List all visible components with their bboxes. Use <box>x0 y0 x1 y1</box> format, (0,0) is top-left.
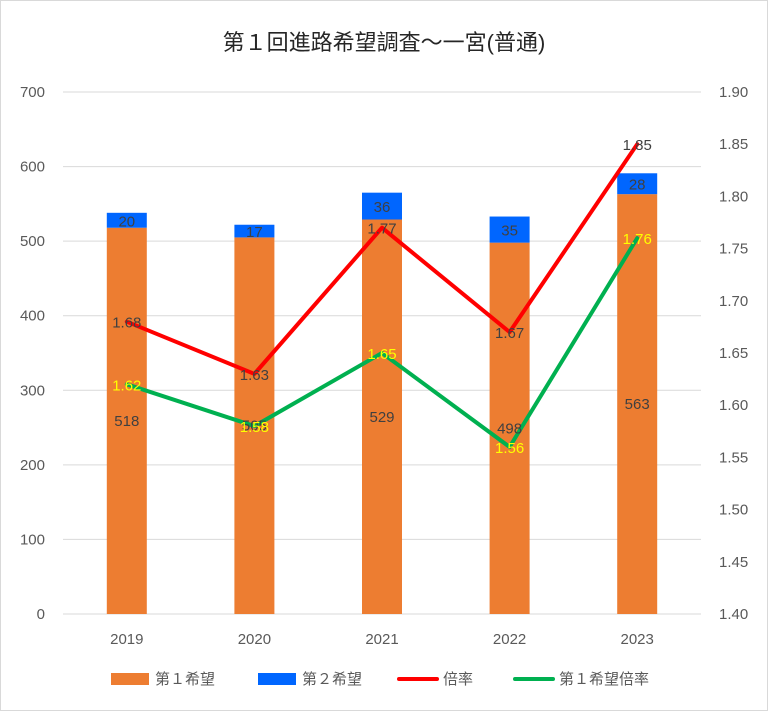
left-tick-label: 500 <box>20 233 45 250</box>
right-tick-label: 1.45 <box>719 554 748 571</box>
line-data-label: 1.58 <box>240 419 269 436</box>
x-tick-label: 2019 <box>110 631 143 648</box>
left-tick-label: 600 <box>20 159 45 176</box>
right-tick-label: 1.75 <box>719 241 748 258</box>
x-tick-label: 2022 <box>493 631 526 648</box>
x-tick-label: 2023 <box>621 631 654 648</box>
bar-data-labels: 518 20 505 17 529 36 498 35 563 28 <box>114 177 649 438</box>
right-tick-label: 1.85 <box>719 136 748 153</box>
chart-title: 第１回進路希望調査～一宮(普通) <box>223 30 546 55</box>
bar-data-label: 28 <box>629 177 646 194</box>
left-tick-label: 100 <box>20 531 45 548</box>
bar-first-choice <box>106 227 147 614</box>
bar-first-choice <box>362 219 402 614</box>
legend-swatch <box>258 673 296 685</box>
legend-label: 第１希望 <box>155 670 215 688</box>
bar-series <box>106 173 658 615</box>
bar-data-label: 505 <box>242 418 267 435</box>
right-tick-label: 1.55 <box>719 449 748 466</box>
line-data-label: 1.85 <box>623 137 652 154</box>
line-data-label: 1.62 <box>112 377 141 394</box>
bar-first-choice <box>617 194 658 615</box>
legend-swatch <box>111 673 149 685</box>
legend: 第１希望 第２希望 倍率 第１希望倍率 <box>111 670 649 688</box>
line-series <box>124 142 640 449</box>
line-data-label: 1.67 <box>495 325 524 342</box>
x-tick-label: 2020 <box>238 631 271 648</box>
x-axis-ticks: 2019 2020 2021 2022 2023 <box>110 631 654 648</box>
line-data-label: 1.65 <box>367 346 396 363</box>
line-data-label: 1.76 <box>623 231 652 248</box>
left-tick-label: 200 <box>20 457 45 474</box>
left-tick-label: 400 <box>20 308 45 325</box>
line-data-labels: 1.68 1.63 1.77 1.67 1.85 1.62 1.58 1.65 1.56 1.76 <box>112 137 652 457</box>
bar-data-label: 518 <box>114 413 139 430</box>
right-axis-ticks: 1.40 1.45 1.50 1.55 1.60 1.65 1.70 1.75 1.80 1.85… <box>719 84 748 623</box>
left-tick-label: 300 <box>20 382 45 399</box>
line-data-label: 1.77 <box>367 221 396 238</box>
bar-data-label: 498 <box>497 420 522 437</box>
line-data-label: 1.63 <box>240 367 269 384</box>
bar-data-label: 35 <box>501 223 518 240</box>
right-tick-label: 1.50 <box>719 502 748 519</box>
line-data-label: 1.56 <box>495 440 524 457</box>
legend-label: 倍率 <box>443 671 473 688</box>
right-tick-label: 1.65 <box>719 345 748 362</box>
first-choice-ratio-line <box>124 236 640 449</box>
right-tick-label: 1.60 <box>719 397 748 414</box>
bar-data-label: 20 <box>118 213 135 230</box>
right-tick-label: 1.40 <box>719 606 748 623</box>
bar-second-choice <box>106 212 147 228</box>
x-tick-label: 2021 <box>365 631 398 648</box>
right-tick-label: 1.70 <box>719 293 748 310</box>
legend-label: 第２希望 <box>302 670 362 688</box>
bar-data-label: 36 <box>374 199 391 216</box>
line-data-label: 1.68 <box>112 315 141 332</box>
bar-second-choice <box>489 216 530 243</box>
right-tick-label: 1.80 <box>719 188 748 205</box>
bar-data-label: 563 <box>625 396 650 413</box>
bar-second-choice <box>234 224 275 238</box>
legend-label: 第１希望倍率 <box>559 670 649 688</box>
right-tick-label: 1.90 <box>719 84 748 101</box>
left-axis-ticks: 0 100 200 300 400 500 600 700 <box>20 84 45 623</box>
bar-second-choice <box>362 192 402 220</box>
bar-data-label: 529 <box>369 409 394 426</box>
bar-data-label: 17 <box>246 224 263 241</box>
left-tick-label: 700 <box>20 84 45 101</box>
left-tick-label: 0 <box>37 606 45 623</box>
bar-second-choice <box>617 173 658 195</box>
ratio-line <box>124 142 640 376</box>
